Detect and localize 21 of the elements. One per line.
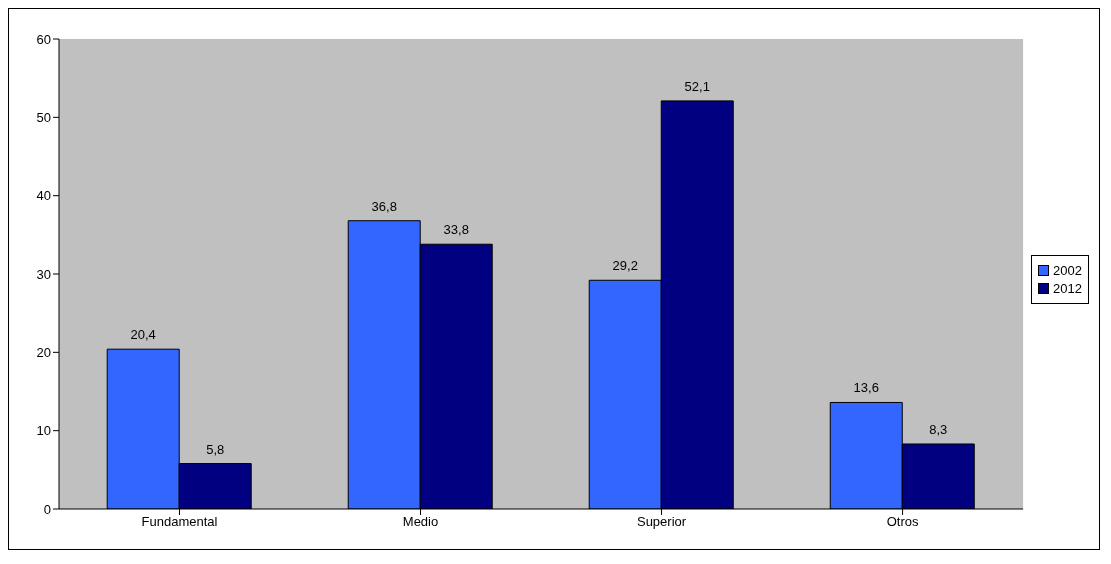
y-tick-label: 50	[36, 109, 51, 125]
y-tick-label: 40	[36, 188, 51, 204]
x-tick-label: Superior	[636, 514, 687, 530]
x-tick-label: Otros	[886, 514, 919, 530]
data-label: 29,2	[612, 258, 638, 274]
data-label: 36,8	[371, 198, 397, 214]
y-tick-label: 30	[36, 266, 51, 282]
y-tick-label: 20	[36, 344, 51, 360]
data-label: 5,8	[206, 441, 225, 457]
data-label: 52,1	[684, 78, 710, 94]
y-tick-label: 10	[36, 423, 51, 439]
data-label: 33,8	[443, 222, 469, 238]
y-tick-label: 60	[36, 31, 51, 47]
x-tick-label: Medio	[402, 514, 439, 530]
data-label: 13,6	[853, 380, 879, 396]
legend-label: 2002	[1053, 262, 1082, 278]
x-tick-label: Fundamental	[141, 514, 218, 530]
legend-label: 2012	[1053, 280, 1082, 296]
y-tick-label: 0	[43, 501, 51, 517]
data-label: 20,4	[130, 327, 156, 343]
data-label: 8,3	[929, 421, 948, 437]
